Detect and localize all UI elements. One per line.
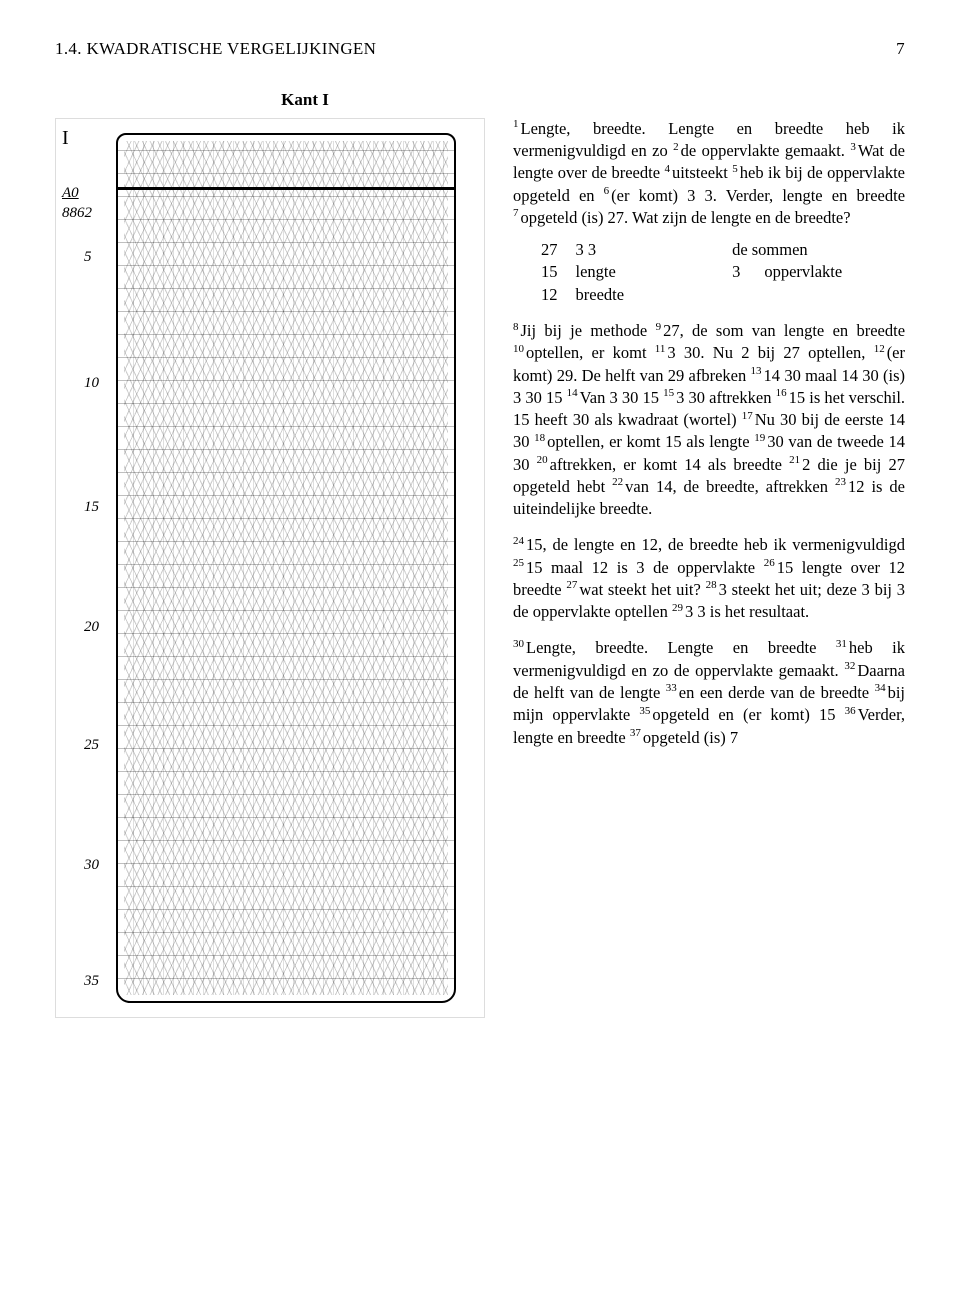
line-ref: 2 — [673, 141, 679, 153]
running-header: 1.4. KWADRATISCHE VERGELIJKINGEN 7 — [55, 38, 905, 61]
header-section: 1.4. KWADRATISCHE VERGELIJKINGEN — [55, 38, 376, 61]
table-cell: de sommen — [708, 239, 842, 261]
line-ref: 27 — [566, 579, 577, 591]
line-ref: 5 — [732, 163, 738, 175]
line-ref: 28 — [706, 579, 717, 591]
table-cell: breedte — [576, 284, 643, 306]
line-ref: 21 — [789, 454, 800, 466]
line-text: de oppervlakte gemaakt. — [681, 141, 845, 160]
line-text: optellen, er komt — [526, 343, 647, 362]
figure-label-8862: 8862 — [62, 203, 92, 223]
line-ref: 32 — [844, 660, 855, 672]
line-text: 27, de som van lengte en breedte — [663, 321, 905, 340]
line-ref: 25 — [513, 557, 524, 569]
line-ref: 1 — [513, 118, 519, 130]
line-text: Lengte, breedte. Lengte en breedte — [526, 638, 816, 657]
line-ref: 24 — [513, 535, 524, 547]
line-text: Jij bij je methode — [521, 321, 648, 340]
line-text: 15 maal 12 is 3 de oppervlakte — [526, 558, 755, 577]
line-ref: 7 — [513, 207, 519, 219]
header-page: 7 — [896, 38, 905, 61]
figure-line-number: 10 — [84, 373, 99, 393]
table-cell: oppervlakte — [740, 261, 842, 283]
table-cell: 3 3 — [576, 239, 643, 261]
line-ref: 8 — [513, 321, 519, 333]
line-ref: 23 — [835, 476, 846, 488]
line-ref: 9 — [656, 321, 662, 333]
figure-line-number: 25 — [84, 735, 99, 755]
figure-label-A0: A0 — [62, 183, 79, 203]
line-ref: 26 — [764, 557, 775, 569]
figure-line-number: 20 — [84, 617, 99, 637]
line-ref: 13 — [751, 365, 762, 377]
line-text: opgeteld en (er komt) 15 — [652, 705, 835, 724]
translation-column: 1Lengte, breedte. Lengte en breedte heb … — [513, 118, 905, 1018]
line-ref: 10 — [513, 343, 524, 355]
line-ref: 14 — [567, 387, 578, 399]
line-text: opgeteld (is) 27. Wat zijn de lengte en … — [521, 208, 851, 227]
kant-heading: Kant I — [0, 89, 905, 112]
figure-line-number: 5 — [84, 247, 92, 267]
line-text: en een derde van de breedte — [679, 683, 869, 702]
line-text: 3 30. Nu 2 bij 27 optellen, — [667, 343, 865, 362]
paragraph-4: 30Lengte, breedte. Lengte en breedte 31h… — [513, 637, 905, 748]
computation-table: 273 3 15lengte 12breedte de sommen 3oppe… — [541, 239, 905, 306]
line-text: 3 30 aftrekken — [676, 388, 771, 407]
paragraph-1: 1Lengte, breedte. Lengte en breedte heb … — [513, 118, 905, 306]
line-text: optellen, er komt 15 als lengte — [547, 432, 749, 451]
line-text: wat steekt het uit? — [579, 580, 701, 599]
table-cell: 27 — [541, 239, 576, 261]
line-ref: 20 — [537, 454, 548, 466]
line-ref: 19 — [754, 432, 765, 444]
line-ref: 22 — [612, 476, 623, 488]
paragraph-2: 8Jij bij je methode 927, de som van leng… — [513, 320, 905, 520]
table-cell: 12 — [541, 284, 576, 306]
line-text: Van 3 30 15 — [580, 388, 659, 407]
line-text: van 14, de breedte, aftrekken — [625, 477, 828, 496]
figure-line-number: 30 — [84, 855, 99, 875]
figure-line-number: 35 — [84, 971, 99, 991]
table-cell: 3 — [708, 261, 740, 283]
figure-label-I: I — [62, 125, 69, 152]
line-ref: 29 — [672, 602, 683, 614]
line-ref: 16 — [776, 387, 787, 399]
line-ref: 11 — [655, 343, 666, 355]
table-cell: 15 — [541, 261, 576, 283]
line-ref: 30 — [513, 638, 524, 650]
line-text: opgeteld (is) 7 — [643, 728, 738, 747]
line-ref: 18 — [534, 432, 545, 444]
line-text: aftrekken, er komt 14 als breedte — [550, 455, 782, 474]
line-text: uitsteekt — [672, 163, 728, 182]
figure-line-number: 15 — [84, 497, 99, 517]
line-ref: 33 — [666, 682, 677, 694]
line-text: 3 3 is het resultaat. — [685, 602, 809, 621]
line-ref: 34 — [875, 682, 886, 694]
line-ref: 17 — [742, 410, 753, 422]
line-ref: 4 — [664, 163, 670, 175]
line-ref: 15 — [663, 387, 674, 399]
line-ref: 6 — [604, 185, 610, 197]
figure-column: I A0 8862 5 10 15 20 25 30 35 — [55, 118, 485, 1018]
line-ref: 12 — [874, 343, 885, 355]
line-ref: 36 — [845, 705, 856, 717]
line-text: 15, de lengte en 12, de breedte heb ik v… — [526, 535, 905, 554]
cuneiform-tablet-figure: I A0 8862 5 10 15 20 25 30 35 — [55, 118, 485, 1018]
line-text: (er komt) 3 3. Verder, lengte en breedte — [611, 186, 905, 205]
table-cell: lengte — [576, 261, 643, 283]
line-ref: 35 — [639, 705, 650, 717]
line-ref: 37 — [630, 727, 641, 739]
paragraph-3: 2415, de lengte en 12, de breedte heb ik… — [513, 534, 905, 623]
line-ref: 3 — [850, 141, 856, 153]
line-ref: 31 — [836, 638, 847, 650]
